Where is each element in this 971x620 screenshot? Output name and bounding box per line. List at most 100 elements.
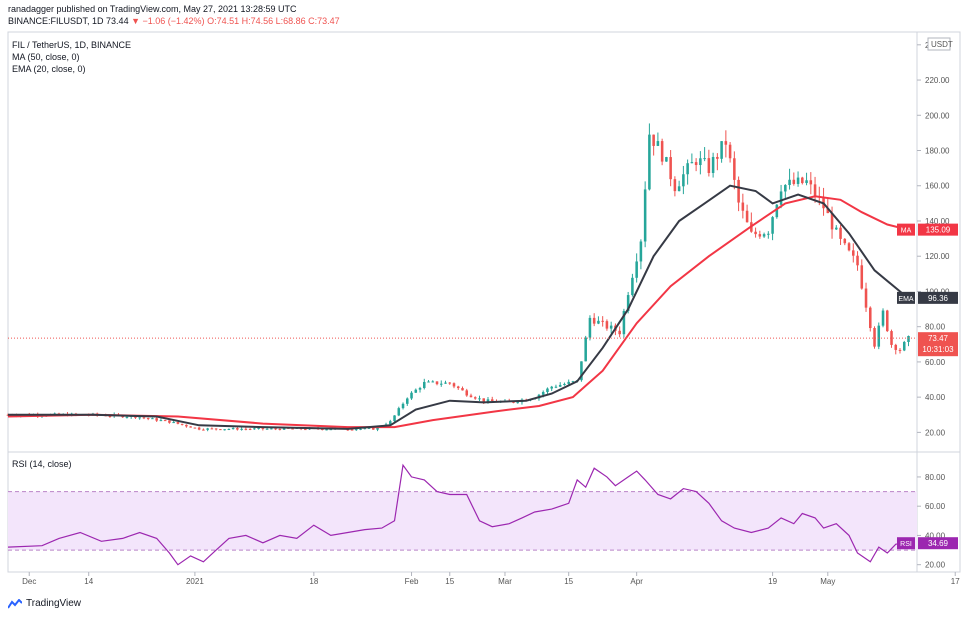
time-tick-label: May xyxy=(820,577,835,586)
candle-body xyxy=(835,227,838,230)
candle-body xyxy=(873,328,876,347)
candle-body xyxy=(512,401,515,403)
price-tick-label: 20.00 xyxy=(925,428,946,437)
rsi-line xyxy=(7,463,909,566)
time-tick-label: 19 xyxy=(768,577,777,586)
candle-body xyxy=(788,179,791,186)
candle-body xyxy=(125,416,129,418)
candle-body xyxy=(142,417,146,419)
candle-body xyxy=(618,330,621,335)
candle-body xyxy=(278,428,282,430)
candle-body xyxy=(720,141,723,159)
candle-body xyxy=(359,428,362,430)
candle-body xyxy=(652,134,655,146)
candle-body xyxy=(185,424,188,427)
candle-body xyxy=(597,320,600,324)
footer-brand-label: TradingView xyxy=(26,598,82,609)
candle-body xyxy=(601,320,604,322)
candle-body xyxy=(881,310,885,326)
rsi-value-bg xyxy=(918,537,958,550)
candle-body xyxy=(202,429,205,431)
candle-body xyxy=(372,427,375,430)
candle-body xyxy=(805,180,808,184)
candle-body xyxy=(431,381,435,383)
candle-body xyxy=(168,420,171,423)
candle-body xyxy=(724,141,728,145)
ema-value-tag-prefix-bg xyxy=(897,291,915,304)
candle-body xyxy=(669,157,672,180)
price-tick-label: 200.00 xyxy=(925,111,950,120)
candle-body xyxy=(350,429,354,431)
candle-body xyxy=(745,210,749,223)
ema-value-tag-bg xyxy=(918,291,958,304)
currency-badge xyxy=(927,37,951,51)
candle-body xyxy=(609,325,613,329)
candle-body xyxy=(486,399,490,402)
time-tick-label: Dec xyxy=(22,577,36,586)
candle-body xyxy=(643,189,647,242)
candle-body xyxy=(902,341,906,351)
candle-body xyxy=(605,321,609,329)
ema-20-line xyxy=(8,184,910,430)
time-tick-label: 15 xyxy=(564,577,573,586)
time-tick-label: Feb xyxy=(405,577,419,586)
candle-body xyxy=(711,156,715,173)
ohlc-values: O:74.51 H:74.56 L:68.86 C:73.47 xyxy=(207,16,340,26)
candle-body xyxy=(244,428,248,430)
candle-body xyxy=(516,402,519,404)
time-tick-label: 18 xyxy=(309,577,318,586)
candle-body xyxy=(146,417,150,419)
candle-body xyxy=(852,250,855,256)
candle-body xyxy=(554,386,558,388)
candle-body xyxy=(856,255,859,266)
candle-body xyxy=(304,429,307,431)
candle-body xyxy=(894,344,898,350)
candle-body xyxy=(206,428,209,430)
candle-body xyxy=(754,231,757,235)
candle-body xyxy=(422,381,426,389)
ma-value-tag-label: 135.09 xyxy=(926,226,951,235)
candle-body xyxy=(699,158,702,166)
time-tick-label: 17 xyxy=(951,577,960,586)
candle-body xyxy=(665,157,668,162)
candle-body xyxy=(622,311,626,335)
candle-body xyxy=(877,325,881,347)
candle-body xyxy=(478,398,481,400)
candle-body xyxy=(648,134,651,190)
candle-body xyxy=(690,162,694,164)
price-tick-label: 80.00 xyxy=(925,323,946,332)
candle-body xyxy=(448,382,452,384)
candle-body xyxy=(762,234,766,237)
footer-brand[interactable]: TradingView xyxy=(8,598,81,609)
ema-value-tag-prefix: EMA xyxy=(898,296,914,303)
candle-body xyxy=(682,174,685,187)
candle-body xyxy=(456,386,460,389)
candle-body xyxy=(189,426,192,428)
candle-body xyxy=(635,261,638,278)
candle-body xyxy=(197,427,201,430)
legend-rsi: RSI (14, close) xyxy=(12,459,72,469)
candle-body xyxy=(427,381,430,383)
candle-body xyxy=(363,428,367,430)
candle-body xyxy=(291,428,294,430)
price-tick-label: 60.00 xyxy=(925,358,946,367)
candle-body xyxy=(567,381,570,384)
candle-body xyxy=(775,204,779,218)
candle-body xyxy=(231,428,235,430)
candle-body xyxy=(830,213,834,230)
last-price-tag-bg xyxy=(918,332,958,357)
ma-value-tag-prefix: MA xyxy=(901,228,912,235)
candle-body xyxy=(584,337,587,362)
candle-body xyxy=(180,423,184,425)
candle-body xyxy=(767,233,770,235)
candle-body xyxy=(563,383,566,385)
candle-body xyxy=(376,426,379,430)
candle-body xyxy=(737,179,740,203)
candle-body xyxy=(673,179,677,192)
time-tick-label: Apr xyxy=(630,577,643,586)
candle-body xyxy=(580,361,583,381)
candle-body xyxy=(656,141,660,146)
time-tick-label: 2021 xyxy=(186,577,204,586)
rsi-value-label: 34.69 xyxy=(928,539,949,548)
